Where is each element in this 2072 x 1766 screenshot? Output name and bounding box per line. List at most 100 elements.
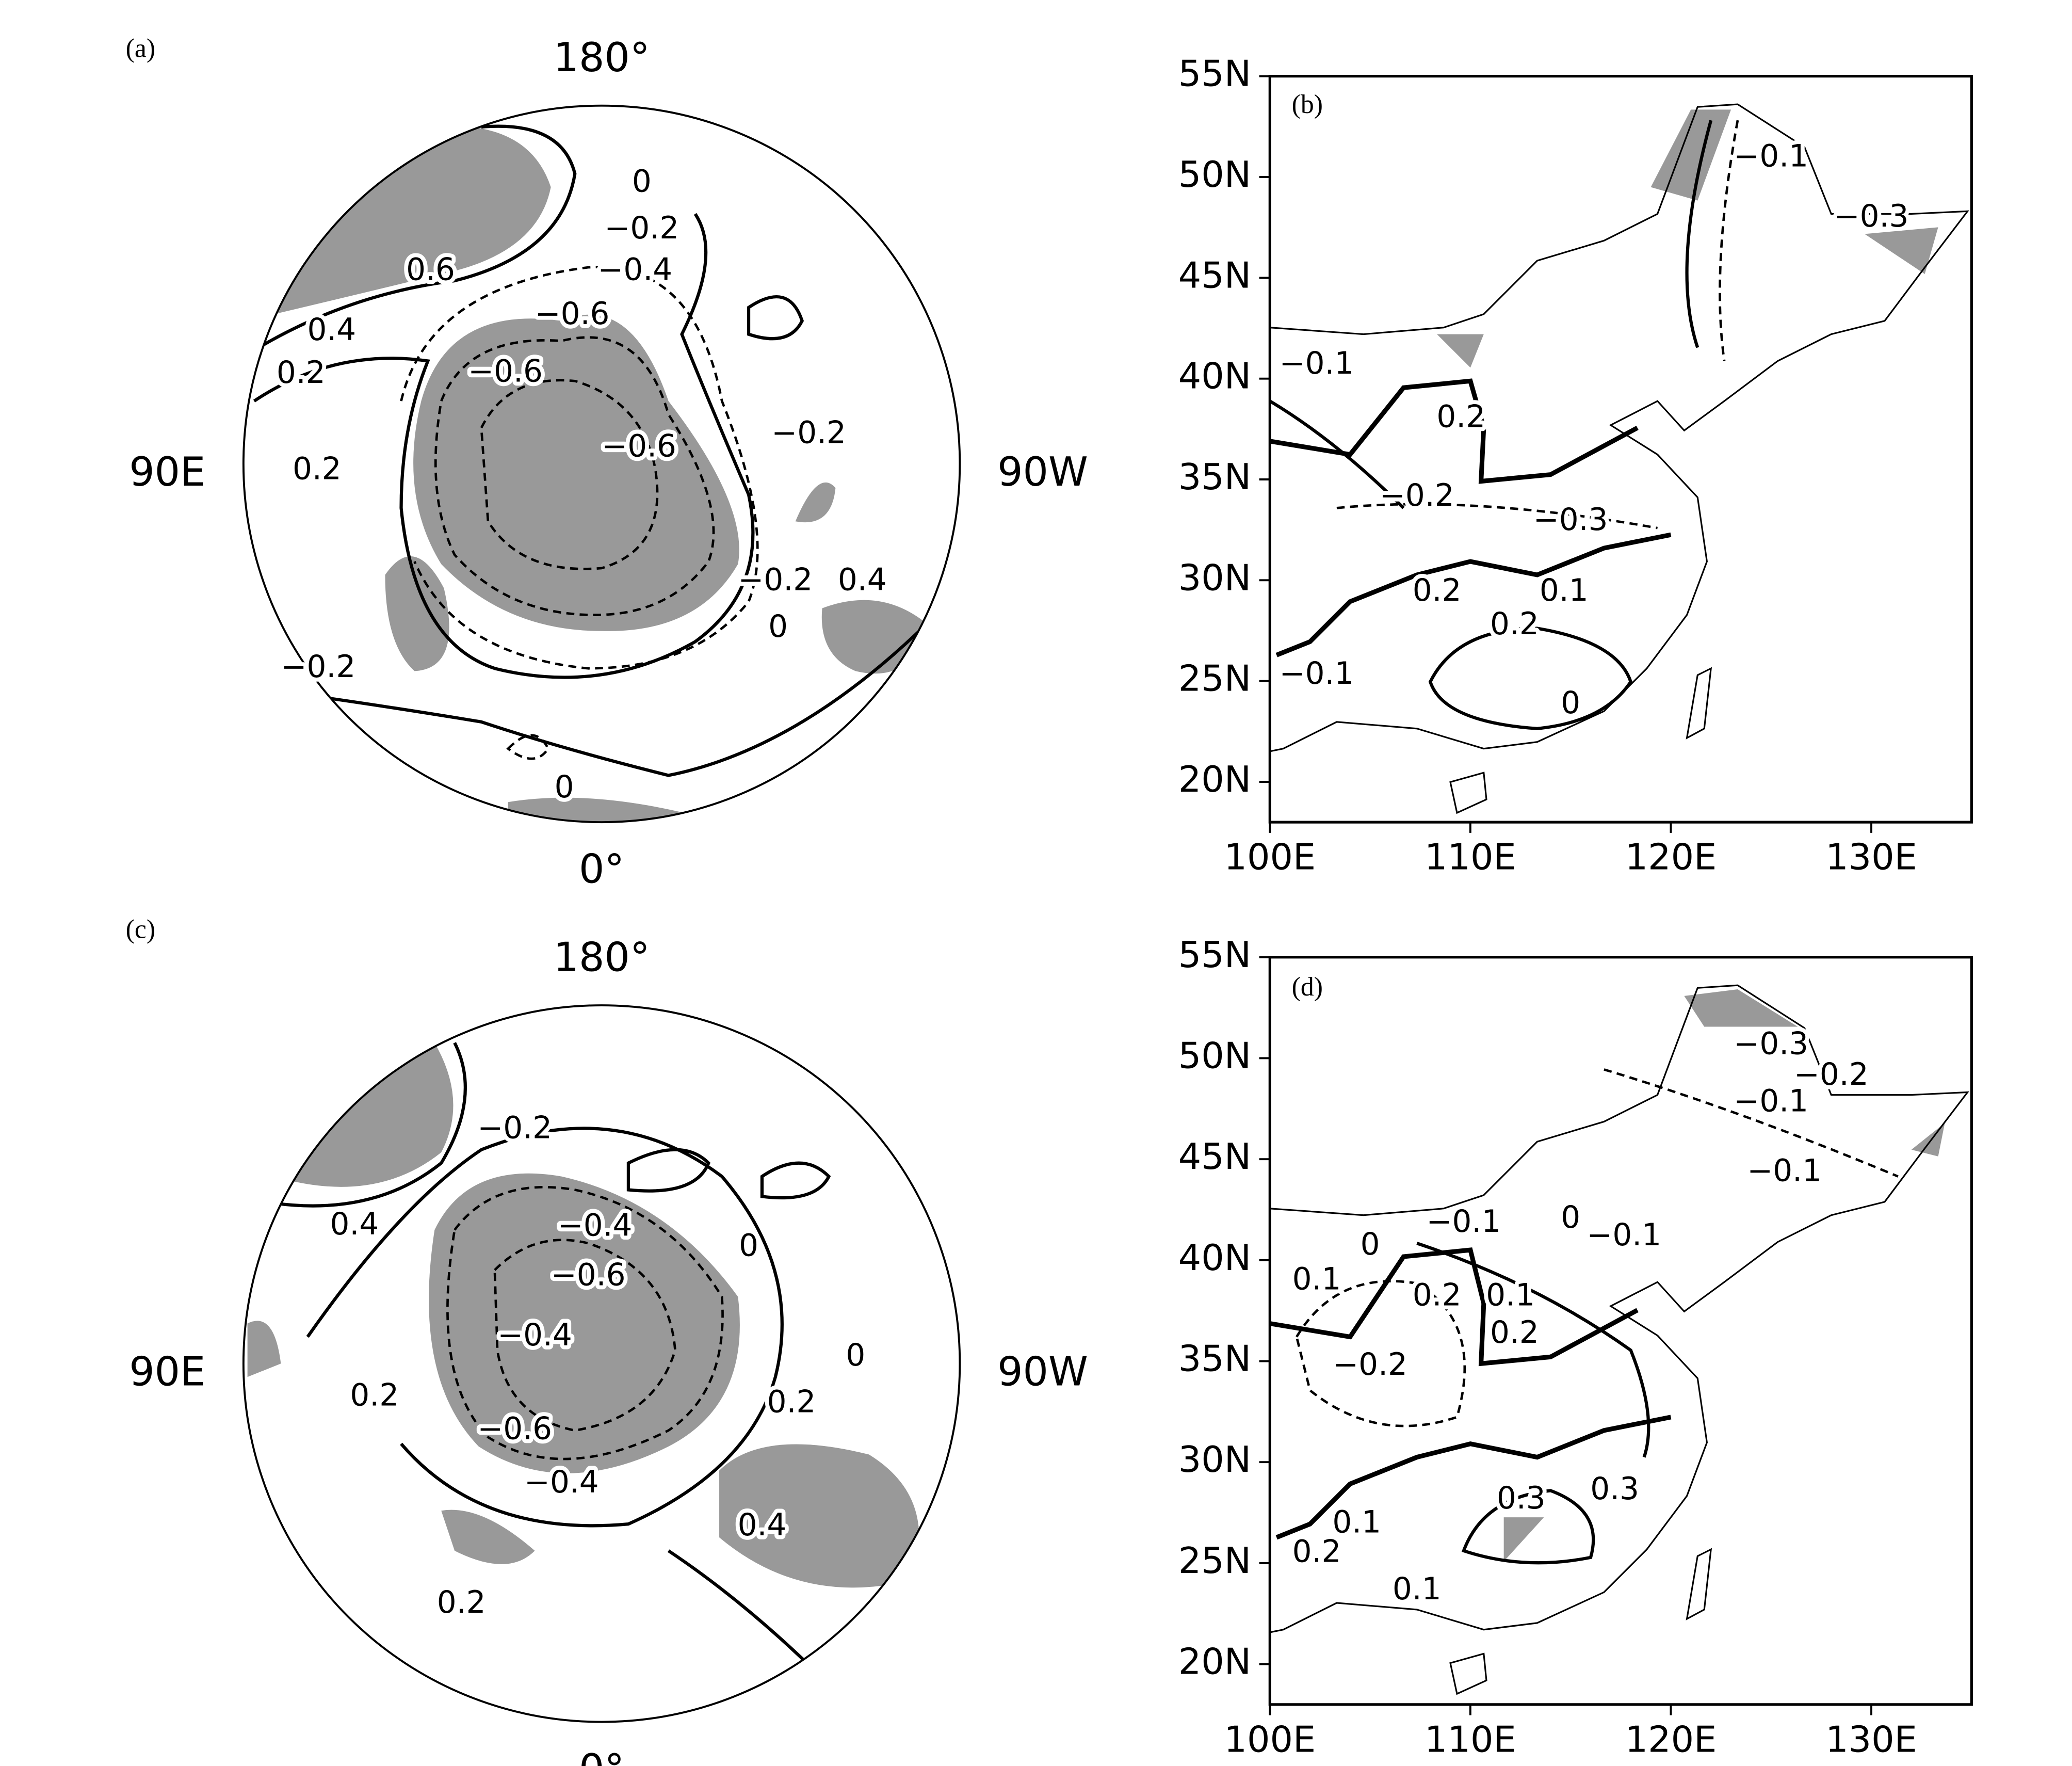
lat-tick-label: 25N bbox=[1178, 658, 1251, 700]
lon-tick-label: 110E bbox=[1424, 1719, 1516, 1760]
contour-label: −0.4 bbox=[558, 1208, 633, 1244]
projection-label: 0° bbox=[579, 846, 624, 892]
regional-map-b bbox=[1268, 75, 1973, 824]
contour-label: −0.1 bbox=[1280, 656, 1354, 692]
contour-label: 0.4 bbox=[838, 562, 887, 598]
polar-map-a bbox=[253, 124, 937, 823]
projection-label: 90E bbox=[129, 449, 205, 495]
contour-label: −0.6 bbox=[602, 428, 676, 464]
lat-tick-label: 30N bbox=[1178, 1439, 1251, 1481]
contour-label: 0 bbox=[1561, 1200, 1580, 1235]
contour-label: 0.1 bbox=[1540, 573, 1589, 608]
contour-label: 0.2 bbox=[1292, 1534, 1341, 1570]
projection-label: 0° bbox=[579, 1746, 624, 1766]
contour-label: −0.2 bbox=[1380, 478, 1454, 513]
contour-label: −0.6 bbox=[477, 1411, 552, 1447]
contour-label: 0.1 bbox=[1393, 1571, 1442, 1607]
lat-tick-label: 45N bbox=[1178, 254, 1251, 296]
contour-label: 0.2 bbox=[1413, 1277, 1462, 1313]
contour-label: −0.1 bbox=[1427, 1204, 1501, 1240]
contour-label: 0.4 bbox=[330, 1207, 379, 1242]
contour-label: 0.1 bbox=[1332, 1505, 1381, 1540]
contour-label: 0.3 bbox=[1497, 1481, 1546, 1516]
lon-tick-label: 130E bbox=[1825, 837, 1917, 878]
contour-label: 0.6 bbox=[406, 252, 455, 287]
contour-label: 0.2 bbox=[350, 1378, 399, 1414]
panel-label: (b) bbox=[1292, 90, 1323, 119]
contour-label: 0 bbox=[632, 164, 652, 199]
projection-label: 90W bbox=[997, 1348, 1088, 1395]
lon-tick-label: 110E bbox=[1424, 837, 1516, 878]
lon-tick-label: 100E bbox=[1224, 1719, 1316, 1760]
regional-map-d bbox=[1268, 956, 1973, 1706]
contour-label: −0.6 bbox=[468, 354, 543, 389]
lat-tick-label: 55N bbox=[1178, 53, 1251, 95]
contour-label: 0 bbox=[768, 609, 788, 645]
lat-tick-label: 35N bbox=[1178, 1338, 1251, 1380]
contour-label: 0.2 bbox=[1436, 399, 1485, 435]
projection-label: 90W bbox=[997, 449, 1088, 495]
contour-label: 0.1 bbox=[1486, 1277, 1535, 1313]
contour-label: −0.2 bbox=[738, 562, 813, 598]
contour-label: −0.6 bbox=[551, 1257, 626, 1293]
lat-tick-label: 45N bbox=[1178, 1136, 1251, 1178]
lat-tick-label: 20N bbox=[1178, 759, 1251, 800]
contour-label: 0 bbox=[739, 1228, 758, 1263]
contour-label: −0.3 bbox=[1834, 199, 1909, 234]
lat-tick-label: 50N bbox=[1178, 1035, 1251, 1077]
contour-label: −0.1 bbox=[1747, 1153, 1822, 1189]
contour-label: 0.4 bbox=[307, 312, 356, 348]
contour-label: 0.2 bbox=[293, 451, 342, 487]
lat-tick-label: 20N bbox=[1178, 1641, 1251, 1683]
map-boundary bbox=[242, 104, 961, 824]
contour-label: 0.1 bbox=[1292, 1261, 1341, 1297]
contour-label: 0.2 bbox=[1490, 1315, 1539, 1351]
lat-tick-label: 35N bbox=[1178, 456, 1251, 498]
contour-label: 0 bbox=[846, 1338, 865, 1373]
lon-tick-label: 130E bbox=[1825, 1719, 1917, 1760]
contour-label: −0.3 bbox=[1734, 1026, 1808, 1062]
lat-tick-label: 25N bbox=[1178, 1540, 1251, 1582]
contour-label: −0.2 bbox=[604, 211, 679, 246]
polar-map-c bbox=[247, 1032, 919, 1686]
contour-label: −0.2 bbox=[771, 415, 846, 451]
lon-tick-label: 120E bbox=[1625, 837, 1717, 878]
contour-label: −0.2 bbox=[281, 649, 356, 685]
lat-tick-label: 40N bbox=[1178, 356, 1251, 397]
lat-tick-label: 55N bbox=[1178, 934, 1251, 976]
contour-label: 0.2 bbox=[767, 1385, 816, 1420]
contour-label: 0.2 bbox=[437, 1585, 486, 1620]
contour-label: 0 bbox=[555, 769, 574, 805]
lon-tick-label: 120E bbox=[1625, 1719, 1717, 1760]
contour-label: 0.4 bbox=[738, 1507, 787, 1543]
projection-label: 180° bbox=[554, 35, 650, 81]
map-boundary bbox=[242, 1004, 961, 1723]
contour-label: −0.2 bbox=[1794, 1057, 1869, 1093]
lat-tick-label: 50N bbox=[1178, 154, 1251, 196]
panel-label: (a) bbox=[126, 34, 155, 63]
contour-label: −0.4 bbox=[598, 252, 673, 287]
contour-label: −0.2 bbox=[477, 1111, 552, 1146]
contour-label: −0.2 bbox=[1333, 1347, 1407, 1383]
contour-label: −0.1 bbox=[1587, 1217, 1661, 1253]
lat-tick-label: 40N bbox=[1178, 1237, 1251, 1279]
projection-label: 90E bbox=[129, 1348, 205, 1395]
contour-label: −0.6 bbox=[535, 296, 610, 332]
contour-label: 0 bbox=[1361, 1227, 1380, 1262]
panel-label: (d) bbox=[1292, 972, 1323, 1002]
contour-label: 0.3 bbox=[1590, 1471, 1639, 1507]
lat-tick-label: 30N bbox=[1178, 557, 1251, 599]
contour-label: −0.3 bbox=[1533, 502, 1608, 538]
contour-label: −0.1 bbox=[1734, 138, 1808, 174]
contour-label: −0.4 bbox=[497, 1318, 572, 1353]
contour-label: 0.2 bbox=[1413, 573, 1462, 608]
contour-label: −0.4 bbox=[524, 1465, 599, 1500]
contour-label: 0 bbox=[1561, 685, 1580, 721]
contour-label: −0.1 bbox=[1280, 346, 1354, 381]
contour-label: 0.2 bbox=[1490, 606, 1539, 642]
contour-label: 0.2 bbox=[277, 355, 326, 391]
panel-label: (c) bbox=[126, 914, 155, 944]
projection-label: 180° bbox=[554, 934, 650, 981]
